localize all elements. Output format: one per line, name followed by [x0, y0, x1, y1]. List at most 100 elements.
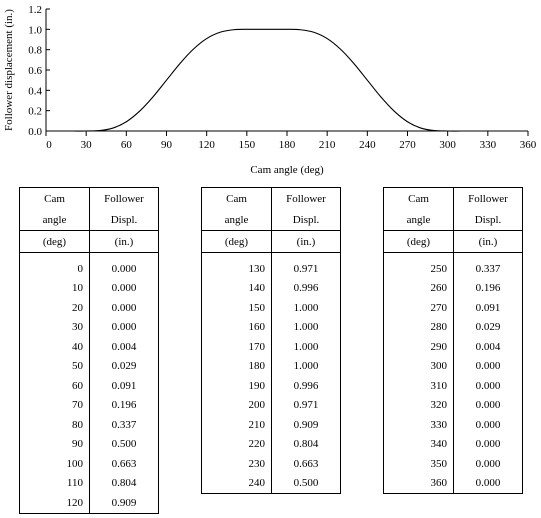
- displacement-cell: 0.909: [293, 418, 319, 431]
- displacement-cell: 0.000: [475, 457, 501, 470]
- displacement-cell: 0.196: [111, 399, 137, 412]
- displacement-cell: 0.029: [475, 321, 501, 334]
- cam-angle-cell: 350: [383, 454, 454, 474]
- y-tick-label: 1.2: [28, 4, 42, 16]
- chart-axes: [45, 9, 528, 132]
- data-table-1: Cam Follower angle Displ. (deg) (in.) 0 0.00…: [19, 187, 159, 514]
- unit-deg: (deg): [201, 230, 272, 253]
- header-follower: Follower: [286, 192, 326, 205]
- table-row: 260 0.196: [383, 278, 523, 298]
- displacement-cell: 0.971: [293, 399, 319, 412]
- table-row: 340 0.000: [383, 434, 523, 454]
- displacement-cell: 0.804: [293, 438, 319, 451]
- x-tick-label: 210: [319, 139, 336, 151]
- x-tick-label: 0: [46, 139, 52, 151]
- displacement-cell: 0.000: [475, 418, 501, 431]
- y-tick-label: 1.0: [28, 24, 42, 36]
- table-row: 280 0.029: [383, 317, 523, 337]
- table-row: 310 0.000: [383, 376, 523, 396]
- cam-angle-cell: 20: [19, 298, 90, 318]
- displacement-cell: 0.500: [293, 477, 319, 490]
- table-row: 360 0.000: [383, 473, 523, 494]
- unit-in: (in.): [453, 230, 523, 253]
- header-displ: Displ.: [110, 213, 138, 226]
- table-row: 110 0.804: [19, 473, 159, 493]
- data-table-3: Cam Follower angle Displ. (deg) (in.) 250 0.…: [383, 187, 523, 494]
- displacement-cell: 1.000: [293, 321, 319, 334]
- cam-angle-cell: 70: [19, 395, 90, 415]
- table-row: 200 0.971: [201, 395, 341, 415]
- y-tick-label: 0.6: [28, 65, 42, 77]
- cam-angle-cell: 240: [201, 473, 272, 494]
- header-angle: angle: [201, 209, 272, 231]
- x-axis-label: Cam angle (deg): [250, 164, 324, 176]
- cam-angle-cell: 120: [19, 493, 90, 513]
- x-tick-label: 180: [279, 139, 296, 151]
- cam-angle-cell: 80: [19, 415, 90, 435]
- displacement-cell: 0.500: [111, 438, 137, 451]
- unit-in: (in.): [89, 230, 159, 253]
- cam-angle-cell: 360: [383, 473, 454, 494]
- table-body: Cam Follower angle Displ. (deg) (in.) 250 0.…: [383, 187, 523, 494]
- cam-angle-cell: 340: [383, 434, 454, 454]
- table-row: 70 0.196: [19, 395, 159, 415]
- table-row: 350 0.000: [383, 454, 523, 474]
- header-cam: Cam: [201, 187, 272, 209]
- cam-angle-cell: 130: [201, 259, 272, 279]
- displacement-cell: 0.000: [111, 301, 137, 314]
- table-row: 330 0.000: [383, 415, 523, 435]
- table-row: 320 0.000: [383, 395, 523, 415]
- table-row: 250 0.337: [383, 259, 523, 279]
- header-angle: angle: [383, 209, 454, 231]
- cam-angle-cell: 50: [19, 356, 90, 376]
- cam-angle-cell: 160: [201, 317, 272, 337]
- x-tick-label: 330: [480, 139, 497, 151]
- y-tick-label: 0.8: [28, 45, 42, 57]
- header-follower: Follower: [104, 192, 144, 205]
- displacement-cell: 0.996: [293, 282, 319, 295]
- displacement-cell: 0.029: [111, 360, 137, 373]
- table-row: 150 1.000: [201, 298, 341, 318]
- displacement-cell: 0.000: [475, 477, 501, 490]
- x-tick-label: 270: [399, 139, 416, 151]
- x-tick-label: 150: [239, 139, 256, 151]
- header-follower: Follower: [468, 192, 508, 205]
- table-row: 170 1.000: [201, 337, 341, 357]
- table-row: 80 0.337: [19, 415, 159, 435]
- cam-angle-cell: 110: [19, 473, 90, 493]
- displacement-cell: 0.000: [475, 379, 501, 392]
- cam-angle-cell: 260: [383, 278, 454, 298]
- series-line: [46, 28, 528, 132]
- table-body: Cam Follower angle Displ. (deg) (in.) 0 0.00…: [19, 187, 159, 513]
- unit-in: (in.): [271, 230, 341, 253]
- cam-angle-cell: 100: [19, 454, 90, 474]
- cam-angle-cell: 210: [201, 415, 272, 435]
- table-row: 270 0.091: [383, 298, 523, 318]
- displacement-cell: 0.000: [111, 262, 137, 275]
- table-row: 60 0.091: [19, 376, 159, 396]
- table-row: 30 0.000: [19, 317, 159, 337]
- unit-deg: (deg): [19, 230, 90, 253]
- table-row: 20 0.000: [19, 298, 159, 318]
- table-row: 0 0.000: [19, 259, 159, 279]
- cam-angle-cell: 140: [201, 278, 272, 298]
- cam-angle-cell: 180: [201, 356, 272, 376]
- displacement-cell: 0.000: [475, 360, 501, 373]
- displacement-cell: 0.000: [475, 399, 501, 412]
- table-row: 50 0.029: [19, 356, 159, 376]
- cam-angle-cell: 330: [383, 415, 454, 435]
- cam-angle-cell: 310: [383, 376, 454, 396]
- displacement-cell: 1.000: [293, 340, 319, 353]
- displacement-cell: 0.996: [293, 379, 319, 392]
- cam-angle-cell: 230: [201, 454, 272, 474]
- displacement-cell: 0.663: [111, 457, 137, 470]
- cam-angle-cell: 150: [201, 298, 272, 318]
- cam-angle-cell: 170: [201, 337, 272, 357]
- table-row: 90 0.500: [19, 434, 159, 454]
- x-tick-label: 30: [81, 139, 93, 151]
- displacement-chart: 0.0 0.2 0.4 0.6 0.8 1.0 1.2 0 30 60 90 120 150 180 21…: [3, 4, 537, 176]
- header-displ: Displ.: [474, 213, 502, 226]
- x-ticks: 0 30 60 90 120 150 180 210 240 270 300 330 360: [45, 131, 537, 151]
- data-table-2: Cam Follower angle Displ. (deg) (in.) 130 0.…: [201, 187, 341, 494]
- table-row: 290 0.004: [383, 337, 523, 357]
